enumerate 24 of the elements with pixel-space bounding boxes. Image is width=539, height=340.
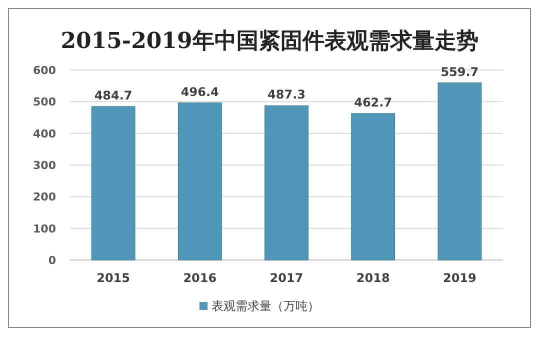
data-label: 559.7 [440, 64, 479, 79]
data-label: 487.3 [268, 88, 306, 102]
y-tick-label: 200 [33, 190, 56, 204]
data-label: 462.7 [354, 95, 392, 110]
x-tick-label: 2019 [442, 271, 476, 285]
x-tick-label: 2018 [356, 271, 390, 285]
chart-title: 2015-2019年中国紧固件表观需求量走势 [60, 28, 478, 54]
y-tick-label: 0 [48, 254, 56, 267]
bar [91, 106, 136, 260]
y-tick-label: 600 [33, 64, 56, 77]
bar [438, 82, 482, 260]
x-tick-label: 2015 [96, 271, 130, 285]
bar [351, 113, 396, 260]
x-tick-label: 2017 [270, 271, 304, 285]
data-label: 496.4 [180, 84, 219, 99]
y-tick-label: 400 [33, 127, 56, 140]
y-tick-label: 100 [33, 222, 56, 236]
bar [178, 102, 222, 260]
legend-label: 表观需求量（万吨） [212, 299, 320, 313]
x-tick-label: 2016 [183, 271, 217, 285]
data-label: 484.7 [94, 88, 132, 103]
y-tick-label: 500 [33, 96, 56, 109]
y-tick-label: 300 [33, 159, 56, 172]
bar [264, 105, 308, 260]
